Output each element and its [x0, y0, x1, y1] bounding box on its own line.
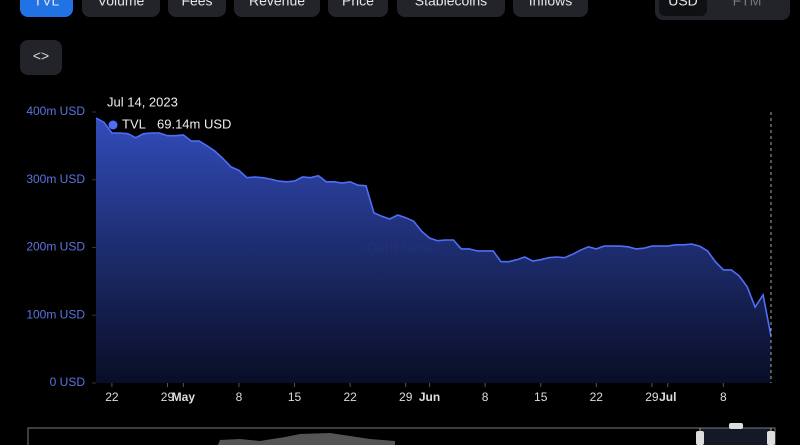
y-tick-label: 0 USD [50, 375, 86, 389]
tab-label: Fees [181, 0, 212, 9]
navigator-grip[interactable] [729, 423, 743, 429]
tooltip-value: 69.14m USD [157, 116, 231, 131]
tab-label: Revenue [249, 0, 305, 9]
tab[interactable] [82, 0, 160, 17]
embed-icon: <> [33, 48, 49, 64]
tab[interactable] [328, 0, 388, 17]
x-tick-label: Jun [419, 390, 440, 404]
x-tick-label: May [172, 390, 196, 404]
tab-bar: TVL Volume Fees Revenue Price Stablecoins Infl… [20, 0, 790, 20]
x-tick-label: 8 [236, 390, 243, 404]
currency-active [659, 0, 707, 16]
line [95, 117, 772, 337]
currency-option[interactable]: FTM [733, 0, 762, 9]
tooltip-dot [108, 120, 118, 130]
currency-option[interactable]: USD [668, 0, 698, 9]
y-tick-label: 200m USD [26, 240, 85, 254]
x-tick-label: 29 [161, 390, 175, 404]
x-tick-label: 22 [343, 390, 357, 404]
x-tick-label: 8 [720, 390, 727, 404]
tab-label: Price [342, 0, 374, 9]
tab-label: Volume [98, 0, 145, 9]
tooltip-series: TVL [122, 116, 146, 131]
x-tick-label: 29 [645, 390, 659, 404]
x-tick-label: 29 [399, 390, 413, 404]
x-tick-label: 8 [482, 390, 489, 404]
tab[interactable] [234, 0, 320, 17]
x-tick-label: 22 [105, 390, 119, 404]
area [96, 118, 771, 383]
y-tick-label: 300m USD [26, 172, 85, 186]
tab[interactable] [20, 0, 73, 17]
navigator-preview [218, 433, 395, 445]
tooltip-date: Jul 14, 2023 [107, 94, 178, 109]
navigator-selection [700, 428, 771, 445]
tab-label: TVL [34, 0, 60, 9]
navigator[interactable] [27, 427, 776, 445]
navigator-handle[interactable] [696, 431, 704, 445]
navigator-handle[interactable] [767, 431, 775, 445]
tab-label: Inflows [529, 0, 573, 9]
tab[interactable] [513, 0, 588, 17]
y-tick-label: 400m USD [26, 104, 85, 118]
tab-label: Stablecoins [415, 0, 487, 9]
embed-button[interactable] [20, 40, 62, 75]
tab[interactable] [168, 0, 226, 17]
tab[interactable] [397, 0, 505, 17]
x-tick-label: 15 [288, 390, 302, 404]
x-tick-label: 22 [590, 390, 604, 404]
x-tick-label: 15 [534, 390, 548, 404]
x-tick-label: Jul [659, 390, 676, 404]
y-tick-label: 100m USD [26, 307, 85, 321]
